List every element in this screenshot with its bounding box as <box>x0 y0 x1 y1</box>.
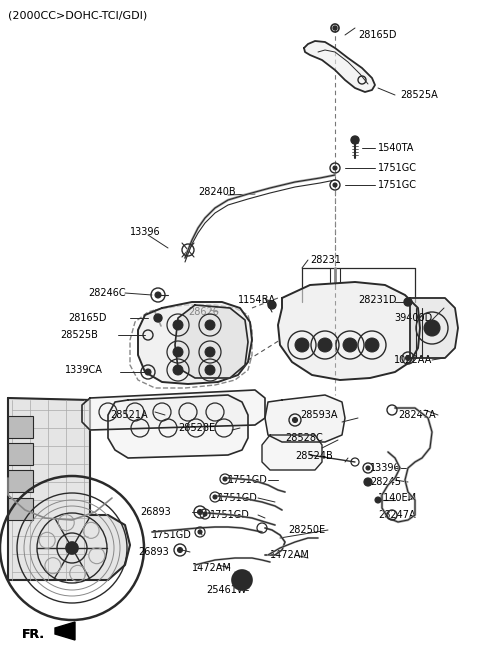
Circle shape <box>205 320 215 330</box>
Circle shape <box>198 530 202 534</box>
Text: 1751GD: 1751GD <box>218 493 258 503</box>
Text: 39400D: 39400D <box>394 313 432 323</box>
Circle shape <box>205 365 215 375</box>
Bar <box>8 416 33 438</box>
Text: 28528C: 28528C <box>285 433 323 443</box>
Circle shape <box>173 365 183 375</box>
Circle shape <box>213 495 217 499</box>
Text: 13396: 13396 <box>130 227 161 237</box>
Text: 1751GC: 1751GC <box>378 180 417 190</box>
Polygon shape <box>278 282 420 380</box>
Circle shape <box>223 477 227 481</box>
Circle shape <box>292 417 298 422</box>
Circle shape <box>145 369 151 375</box>
Polygon shape <box>262 435 322 470</box>
Circle shape <box>173 347 183 357</box>
Circle shape <box>295 338 309 352</box>
Text: 13396: 13396 <box>370 463 401 473</box>
Text: 28231D: 28231D <box>358 295 396 305</box>
Circle shape <box>232 570 252 590</box>
Circle shape <box>404 298 412 306</box>
Bar <box>8 498 33 520</box>
Circle shape <box>424 320 440 336</box>
Polygon shape <box>8 398 130 580</box>
Text: 28240B: 28240B <box>198 187 236 197</box>
Polygon shape <box>138 302 252 384</box>
Text: 1140EM: 1140EM <box>378 493 417 503</box>
Text: 28245: 28245 <box>370 477 401 487</box>
Text: 28250E: 28250E <box>288 525 325 535</box>
Circle shape <box>366 466 370 470</box>
Text: 28626: 28626 <box>188 307 219 317</box>
Circle shape <box>343 338 357 352</box>
Text: 1751GC: 1751GC <box>378 163 417 173</box>
Text: 28247A: 28247A <box>378 510 416 520</box>
Text: 28521A: 28521A <box>110 410 148 420</box>
Circle shape <box>333 183 337 187</box>
Circle shape <box>173 320 183 330</box>
Polygon shape <box>82 390 265 430</box>
Polygon shape <box>304 41 375 92</box>
Text: 1022AA: 1022AA <box>394 355 432 365</box>
Text: 25461W: 25461W <box>206 585 247 595</box>
Polygon shape <box>175 305 248 378</box>
Text: 28165D: 28165D <box>68 313 107 323</box>
Text: 28525A: 28525A <box>400 90 438 100</box>
Text: FR.: FR. <box>22 628 45 640</box>
Circle shape <box>406 356 410 361</box>
Circle shape <box>365 338 379 352</box>
Polygon shape <box>55 622 75 640</box>
Circle shape <box>178 548 182 552</box>
Text: 28165D: 28165D <box>358 30 396 40</box>
Circle shape <box>205 347 215 357</box>
Circle shape <box>66 542 78 554</box>
Text: 28247A: 28247A <box>398 410 436 420</box>
Circle shape <box>333 166 337 170</box>
Text: (2000CC>DOHC-TCI/GDI): (2000CC>DOHC-TCI/GDI) <box>8 10 147 20</box>
Text: 28528E: 28528E <box>178 423 215 433</box>
Text: 28246C: 28246C <box>88 288 126 298</box>
Bar <box>8 470 33 492</box>
Bar <box>8 443 33 465</box>
Circle shape <box>375 497 381 503</box>
Text: FR.: FR. <box>22 628 45 640</box>
Text: 28231: 28231 <box>310 255 341 265</box>
Polygon shape <box>410 298 458 358</box>
Text: 26893: 26893 <box>138 547 169 557</box>
Text: 1339CA: 1339CA <box>65 365 103 375</box>
Circle shape <box>155 292 161 298</box>
Text: 1751GD: 1751GD <box>152 530 192 540</box>
Circle shape <box>333 26 337 30</box>
Text: 1154BA: 1154BA <box>238 295 276 305</box>
Polygon shape <box>108 395 248 458</box>
Circle shape <box>203 512 207 516</box>
Text: 26893: 26893 <box>140 507 171 517</box>
Polygon shape <box>265 395 345 442</box>
Text: 1751GD: 1751GD <box>210 510 250 520</box>
Circle shape <box>154 314 162 322</box>
Text: 1751GD: 1751GD <box>228 475 268 485</box>
Circle shape <box>268 301 276 309</box>
Text: 28524B: 28524B <box>295 451 333 461</box>
Text: 1472AM: 1472AM <box>192 563 232 573</box>
Circle shape <box>318 338 332 352</box>
Circle shape <box>351 136 359 144</box>
Text: 1472AM: 1472AM <box>270 550 310 560</box>
Text: 1540TA: 1540TA <box>378 143 414 153</box>
Text: 28525B: 28525B <box>60 330 98 340</box>
Circle shape <box>197 510 203 514</box>
Text: 28593A: 28593A <box>300 410 337 420</box>
Circle shape <box>364 478 372 486</box>
